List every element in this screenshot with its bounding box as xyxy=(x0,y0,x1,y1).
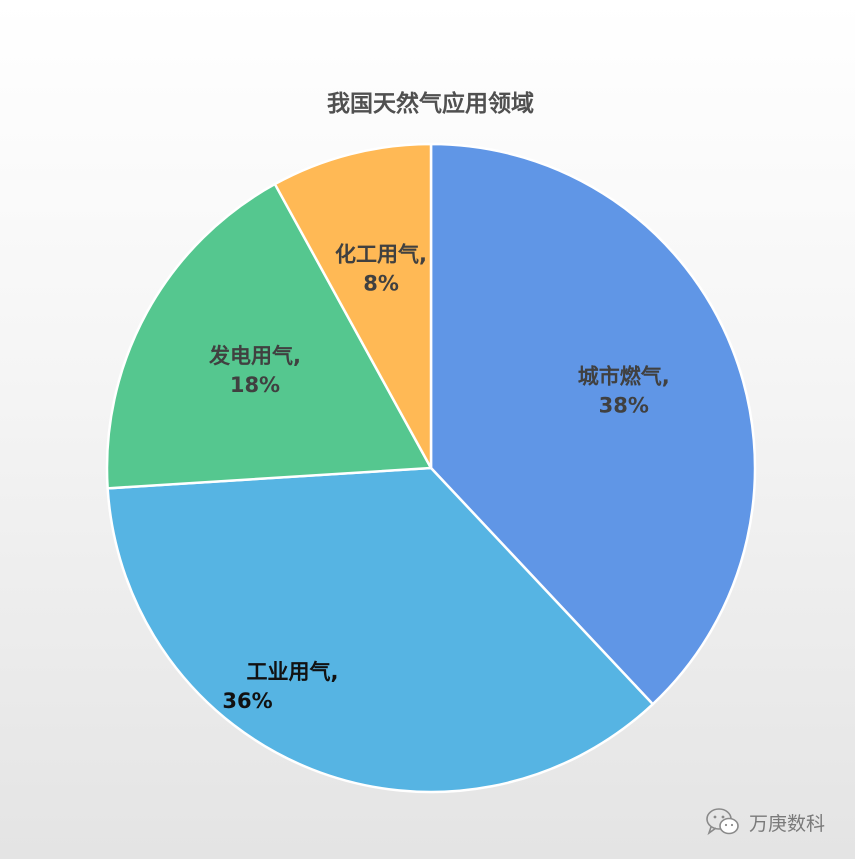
slice-label-1: 工业用气, 36% xyxy=(222,660,338,713)
slice-label-category: 化工用气, xyxy=(335,242,427,266)
pie-slice-2 xyxy=(105,182,433,490)
slice-label-category: 工业用气, xyxy=(247,660,339,684)
slice-label-category: 城市燃气, xyxy=(578,365,670,389)
slice-label-percent: 18% xyxy=(230,373,280,397)
pie-slice-1 xyxy=(106,466,655,794)
slice-label-percent: 38% xyxy=(599,394,649,418)
wechat-icon xyxy=(706,808,739,836)
watermark-text: 万庚数科 xyxy=(748,812,825,835)
slice-label-category: 发电用气, xyxy=(208,344,301,368)
slice-label-3: 化工用气, 8% xyxy=(335,242,427,295)
watermark: 万庚数科 xyxy=(705,807,825,837)
slice-label-percent: 36% xyxy=(222,689,272,713)
slice-label-percent: 8% xyxy=(363,271,399,295)
pie-slice-3 xyxy=(273,142,433,470)
pie-slice-0 xyxy=(429,142,757,706)
pie-labels: 城市燃气, 38% 工业用气, 36% 发电用气, 18% 化工用气, 8% xyxy=(208,242,670,712)
slice-label-0: 城市燃气, 38% xyxy=(578,365,670,418)
pie-slices xyxy=(105,142,757,794)
chart-title: 我国天然气应用领域 xyxy=(327,91,534,117)
slice-label-2: 发电用气, 18% xyxy=(208,344,301,397)
